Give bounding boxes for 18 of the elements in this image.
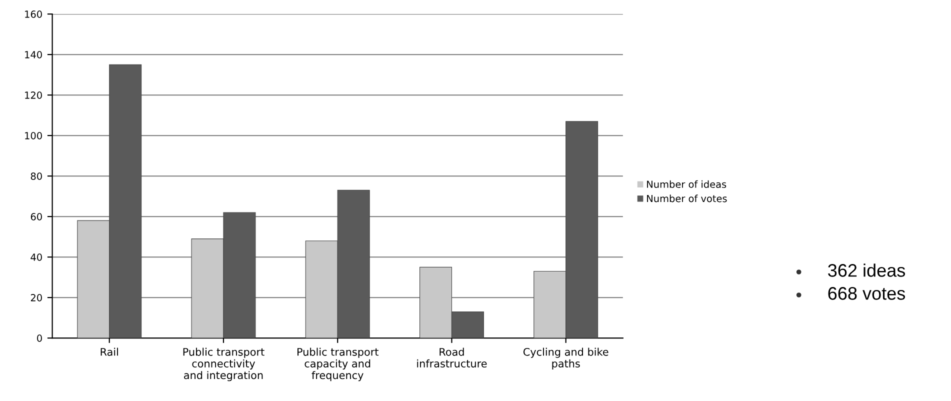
x-tick-label: Rail [100, 348, 118, 356]
y-tick-label: 160 [25, 10, 42, 18]
legend-label: Number of votes [647, 194, 727, 202]
x-tick-label: Road infrastructure [417, 348, 487, 368]
y-tick-label: 140 [25, 51, 42, 58]
y-tick-label: 120 [25, 92, 42, 99]
y-tick-label: 100 [25, 132, 42, 140]
legend-label: Number of ideas [647, 180, 726, 188]
x-tick-label: Cycling and bike paths [523, 348, 608, 370]
x-tick-label: Public transport connectivity and integration [183, 348, 264, 382]
y-tick-label: 40 [30, 254, 42, 261]
y-tick-label: 80 [30, 172, 42, 180]
y-tick-label: 20 [30, 294, 42, 302]
text: 362 ideas [828, 264, 906, 277]
y-tick-label: 60 [30, 213, 42, 220]
text: 668 votes [828, 287, 906, 300]
y-tick-label: 0 [37, 334, 42, 342]
x-tick-label: Public transport capacity and frequency [297, 348, 378, 382]
